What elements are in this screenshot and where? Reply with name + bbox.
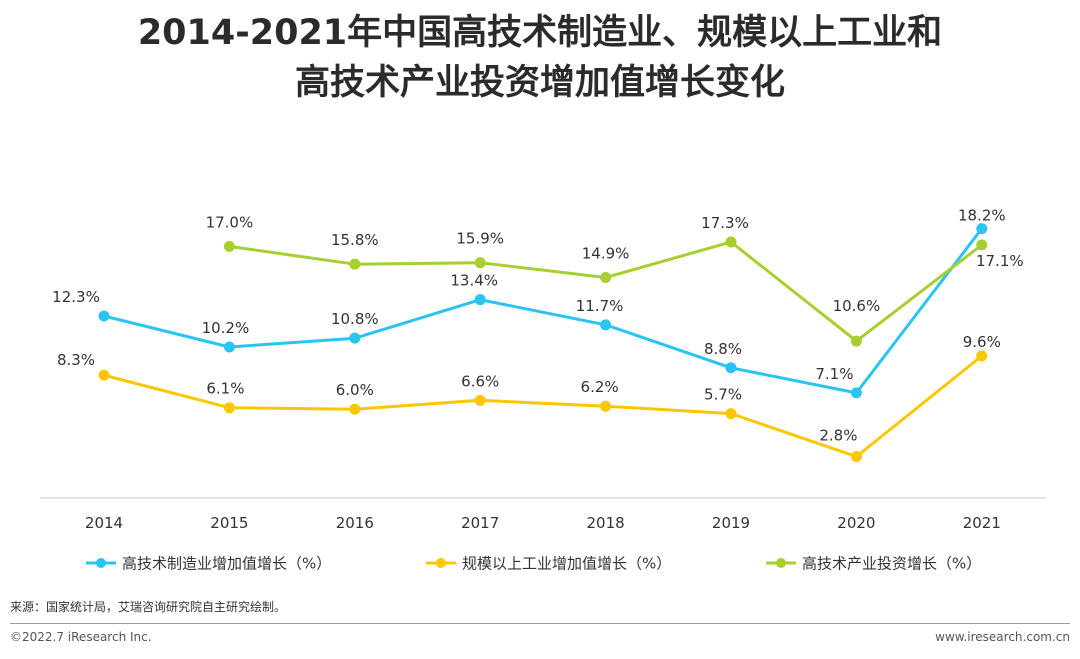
data-point — [600, 271, 612, 283]
x-tick-label: 2016 — [336, 514, 374, 532]
line-chart: 2014 2015 2016 2017 2018 2019 2020 2021 12.3% 10.… — [40, 207, 1046, 573]
data-point — [474, 294, 486, 306]
data-label: 2.8% — [819, 427, 857, 445]
legend-marker — [436, 558, 446, 568]
data-point — [349, 258, 361, 270]
data-label: 14.9% — [582, 244, 630, 262]
data-point — [474, 394, 486, 406]
data-label: 10.8% — [331, 310, 379, 328]
x-tick-label: 2021 — [963, 514, 1001, 532]
series-line-2 — [102, 354, 984, 459]
data-label: 6.6% — [461, 372, 499, 390]
source-note: 来源：国家统计局，艾瑞咨询研究院自主研究绘制。 — [10, 600, 287, 614]
website-link[interactable]: www.iresearch.com.cn — [935, 630, 1070, 644]
data-label: 7.1% — [815, 365, 853, 383]
data-point — [349, 403, 361, 415]
data-point — [223, 240, 235, 252]
data-point — [850, 451, 862, 463]
data-label: 15.8% — [331, 231, 379, 249]
data-point — [725, 408, 737, 420]
data-point — [98, 310, 110, 322]
title-line-2: 高技术产业投资增加值增长变化 — [294, 63, 785, 103]
x-tick-label: 2017 — [461, 514, 499, 532]
data-label: 13.4% — [450, 272, 498, 290]
data-point — [976, 239, 988, 251]
title-line-1: 2014-2021年中国高技术制造业、规模以上工业和 — [137, 13, 943, 53]
x-tick-label: 2015 — [210, 514, 248, 532]
data-point — [725, 236, 737, 248]
legend-label: 高技术产业投资增长（%） — [802, 555, 981, 573]
data-label: 18.2% — [958, 207, 1006, 225]
data-point — [223, 341, 235, 353]
data-point — [976, 223, 988, 235]
legend-label: 规模以上工业增加值增长（%） — [462, 555, 671, 573]
data-point — [600, 400, 612, 412]
data-point — [850, 387, 862, 399]
data-label: 17.0% — [206, 213, 254, 231]
data-label: 8.8% — [704, 340, 742, 358]
data-point — [223, 402, 235, 414]
data-label: 17.1% — [976, 252, 1024, 270]
data-point — [850, 335, 862, 347]
data-point — [98, 369, 110, 381]
data-label: 6.2% — [581, 378, 619, 396]
data-label: 9.6% — [963, 333, 1001, 351]
data-point — [349, 332, 361, 344]
data-label: 17.3% — [701, 214, 749, 232]
data-label: 12.3% — [52, 288, 100, 306]
footer-divider — [10, 623, 1070, 624]
data-label: 8.3% — [57, 351, 95, 369]
copyright-text: ©2022.7 iResearch Inc. — [10, 630, 152, 644]
data-point — [976, 350, 988, 362]
x-tick-label: 2018 — [587, 514, 625, 532]
data-point — [725, 362, 737, 374]
x-tick-label: 2019 — [712, 514, 750, 532]
data-point — [474, 257, 486, 269]
chart-title: 2014-2021年中国高技术制造业、规模以上工业和 高技术产业投资增加值增长变… — [0, 8, 1080, 108]
data-label: 10.6% — [833, 297, 881, 315]
x-tick-label: 2020 — [837, 514, 875, 532]
data-point — [600, 319, 612, 331]
data-label: 15.9% — [456, 230, 504, 248]
legend-marker — [96, 558, 106, 568]
data-label: 6.0% — [336, 381, 374, 399]
data-label: 6.1% — [206, 380, 244, 398]
legend-marker — [776, 558, 786, 568]
data-label: 5.7% — [704, 386, 742, 404]
x-tick-label: 2014 — [85, 514, 123, 532]
series-line-1 — [102, 227, 984, 395]
data-label: 10.2% — [202, 319, 250, 337]
legend-label: 高技术制造业增加值增长（%） — [122, 555, 331, 573]
data-label: 11.7% — [576, 297, 624, 315]
